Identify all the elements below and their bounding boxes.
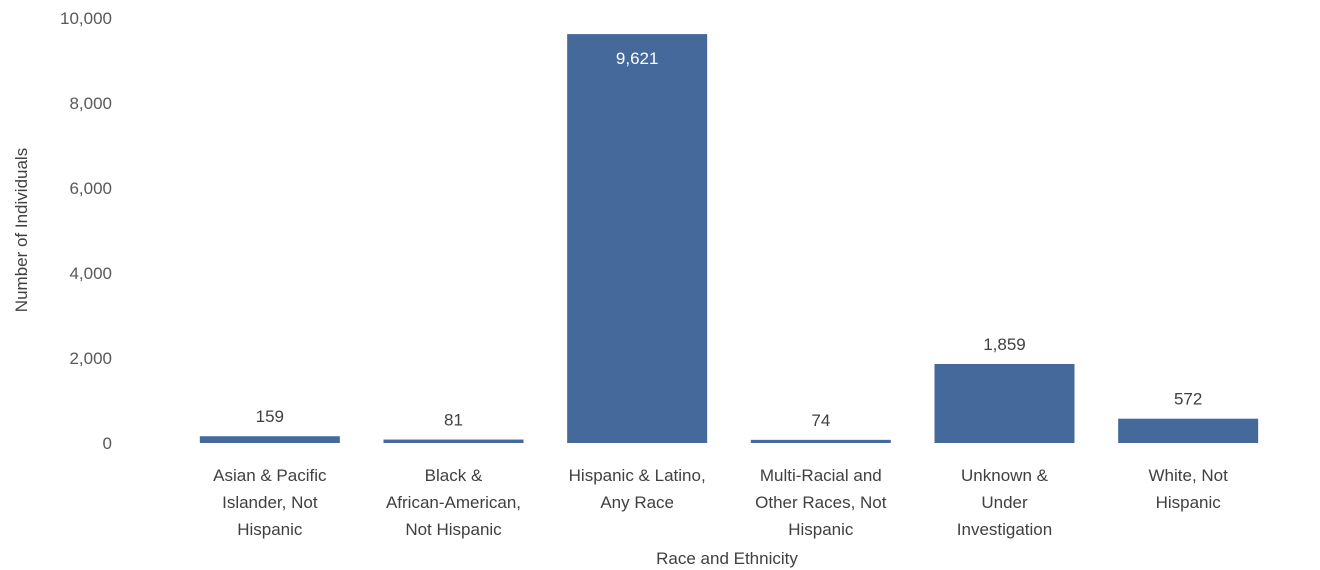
category-label-line: Not Hispanic <box>405 520 502 539</box>
category-label: Asian & Pacific Islander, Not Hispanic <box>213 466 327 539</box>
category-label-line: Islander, Not <box>222 493 318 512</box>
category-label-line: Investigation <box>957 520 1052 539</box>
category-label-line: Black & <box>425 466 483 485</box>
category-label-line: Under <box>981 493 1028 512</box>
y-axis-ticks: 0 2,000 4,000 6,000 8,000 10,000 <box>60 9 112 453</box>
bar <box>934 363 1075 443</box>
bar <box>1118 418 1259 443</box>
x-axis-title: Race and Ethnicity <box>656 549 798 568</box>
y-axis-title: Number of Individuals <box>12 148 31 312</box>
category-label-line: Hispanic <box>788 520 854 539</box>
bar <box>199 436 340 443</box>
category-label: Black & African-American, Not Hispanic <box>386 466 521 539</box>
category-label-line: African-American, <box>386 493 521 512</box>
x-axis-category-labels: Asian & Pacific Islander, Not Hispanic Blac… <box>213 466 1228 539</box>
y-tick-label: 0 <box>103 434 112 453</box>
bar <box>750 439 891 443</box>
category-label-line: Other Races, Not <box>755 493 887 512</box>
category-label: Multi-Racial and Other Races, Not Hispanic <box>755 466 887 539</box>
category-label: Unknown & Under Investigation <box>957 466 1052 539</box>
category-label-line: Asian & Pacific <box>213 466 327 485</box>
category-label-line: Hispanic <box>1156 493 1222 512</box>
category-label-line: Unknown & <box>961 466 1049 485</box>
data-label: 572 <box>1174 390 1202 409</box>
bars <box>199 34 1259 444</box>
data-label: 74 <box>811 411 830 430</box>
category-label: White, Not Hispanic <box>1148 466 1228 512</box>
category-label-line: Any Race <box>600 493 674 512</box>
y-tick-label: 6,000 <box>69 179 112 198</box>
category-label-line: Multi-Racial and <box>760 466 882 485</box>
data-label: 81 <box>444 411 463 430</box>
data-labels: 159 81 9,621 74 1,859 572 <box>256 49 1203 430</box>
y-tick-label: 2,000 <box>69 349 112 368</box>
category-label-line: Hispanic & Latino, <box>569 466 706 485</box>
y-tick-label: 10,000 <box>60 9 112 28</box>
data-label: 9,621 <box>616 49 659 68</box>
data-label: 1,859 <box>983 335 1026 354</box>
y-tick-label: 8,000 <box>69 94 112 113</box>
category-label: Hispanic & Latino, Any Race <box>569 466 706 512</box>
y-tick-label: 4,000 <box>69 264 112 283</box>
category-label-line: Hispanic <box>237 520 303 539</box>
bar <box>567 34 708 444</box>
data-label: 159 <box>256 407 284 426</box>
category-label-line: White, Not <box>1148 466 1228 485</box>
bar <box>383 439 524 443</box>
